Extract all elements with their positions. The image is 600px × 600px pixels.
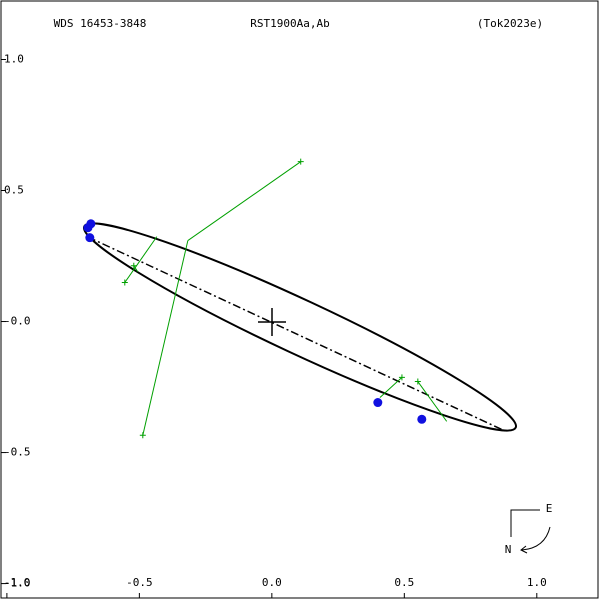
y-tick-label: -0.0 <box>4 315 31 328</box>
x-tick-label: -1.0 <box>4 576 31 589</box>
residual-line <box>142 240 189 436</box>
observation-dot <box>373 398 383 408</box>
observation-dot <box>417 414 427 424</box>
system-name: RST1900Aa,Ab <box>250 17 329 30</box>
wds-id: WDS 16453-3848 <box>54 17 147 30</box>
compass-east: E <box>546 502 553 515</box>
observation-dot <box>85 233 95 243</box>
residual-line <box>187 161 302 241</box>
observation-plus <box>130 262 137 269</box>
observation-plus <box>297 158 304 165</box>
x-tick-label: 0.0 <box>262 576 282 589</box>
observation-plus <box>398 374 405 381</box>
y-tick-label: 0.5 <box>4 184 24 197</box>
compass-arrow <box>520 526 551 554</box>
x-tick-label: -0.5 <box>126 576 153 589</box>
residual-line <box>379 376 403 398</box>
y-tick-label: -0.5 <box>4 446 31 459</box>
observation-plus <box>121 279 128 286</box>
residual-line <box>133 265 139 273</box>
x-tick-label: 0.5 <box>394 576 414 589</box>
residual-line <box>124 236 158 283</box>
y-tick-label: -1.0 <box>4 577 31 590</box>
x-tick-label: 1.0 <box>527 576 547 589</box>
reference: (Tok2023e) <box>477 17 543 30</box>
observation-plus <box>414 378 421 385</box>
compass-north: N <box>505 543 512 556</box>
line-of-nodes <box>87 236 506 432</box>
compass-axes <box>510 509 540 537</box>
residual-line <box>417 381 448 422</box>
orbit-ellipse <box>82 222 518 432</box>
observation-dot <box>83 223 93 233</box>
observation-plus <box>139 432 146 439</box>
y-tick-label: 1.0 <box>4 52 24 65</box>
